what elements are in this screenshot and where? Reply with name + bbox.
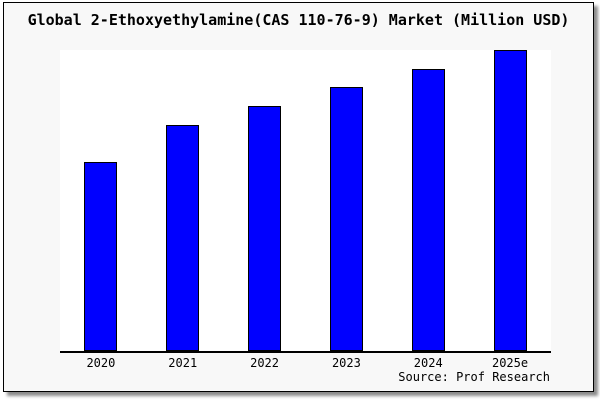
bar-slot [469,50,551,351]
x-tick-label: 2024 [413,356,443,370]
x-tick-label: 2023 [331,356,361,370]
bar [411,68,445,351]
bar-slot [60,50,142,351]
x-tick-label: 2025e [491,356,529,370]
bar [493,50,527,351]
plot-area [60,50,551,353]
bars [60,50,551,351]
x-tick-label: 2022 [250,356,280,370]
bar [84,161,118,351]
bar [248,106,282,351]
bar [329,87,363,351]
chart-title: Global 2-Ethoxyethylamine(CAS 110-76-9) … [27,11,570,29]
chart-frame: Global 2-Ethoxyethylamine(CAS 110-76-9) … [3,2,594,392]
bar-slot [142,50,224,351]
bar-slot [387,50,469,351]
bar-slot [224,50,306,351]
source-credit: Source: Prof Research [398,370,550,384]
x-axis-labels: 2020 2021 2022 2023 2024 2025e [60,356,551,370]
x-tick-label: 2021 [168,356,198,370]
bar [166,124,200,351]
bar-slot [305,50,387,351]
x-tick-label: 2020 [86,356,116,370]
